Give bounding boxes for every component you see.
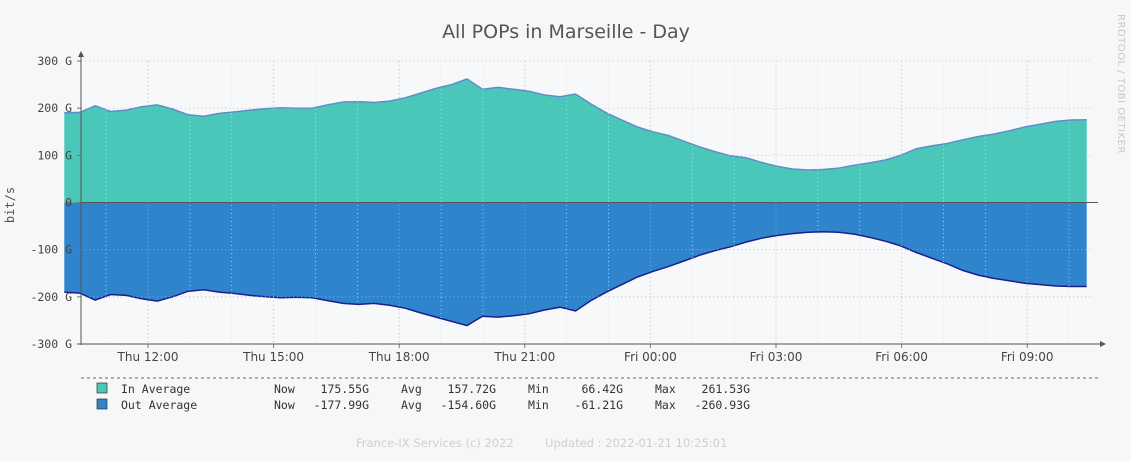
side-label: RRDTOOL / TOBI OETIKER [1115, 14, 1126, 154]
legend-min-label: Min [528, 398, 549, 412]
in-average-area [64, 78, 1087, 203]
in-average-line [64, 78, 1087, 171]
legend-avg-value: -154.60G [441, 398, 496, 412]
legend-avg-label: Avg [401, 382, 422, 396]
x-axis-arrow [1100, 341, 1106, 347]
x-tick-label: Thu 18:00 [368, 350, 430, 364]
footer-updated: Updated : 2022-01-21 10:25:01 [545, 436, 727, 450]
chart-title: All POPs in Marseille - Day [442, 21, 690, 43]
out-average-area [64, 202, 1087, 326]
y-tick-label: 0 [65, 196, 72, 210]
legend-avg-value: 157.72G [448, 382, 497, 396]
legend-swatch [96, 382, 108, 394]
x-tick-label: Fri 03:00 [750, 350, 803, 364]
y-axis-arrow [78, 51, 84, 57]
y-tick-label: 300 G [37, 54, 72, 68]
y-tick-label: 200 G [37, 101, 72, 115]
legend-swatch [96, 398, 108, 410]
legend-max-value: -260.93G [695, 398, 750, 412]
legend-min-value: -61.21G [575, 398, 624, 412]
legend-max-value: 261.53G [702, 382, 751, 396]
legend-now-label: Now [274, 382, 295, 396]
legend-max-label: Max [655, 382, 676, 396]
out-average-line [64, 230, 1087, 327]
legend-max-label: Max [655, 398, 676, 412]
legend-series-name: Out Average [121, 398, 197, 412]
legend-avg-label: Avg [401, 398, 422, 412]
footer-copyright: France-IX Services (c) 2022 [356, 436, 514, 450]
y-tick-label: -300 G [30, 337, 72, 351]
legend-min-value: 66.42G [581, 382, 623, 396]
legend-now-label: Now [274, 398, 295, 412]
x-tick-label: Fri 00:00 [624, 350, 677, 364]
x-tick-label: Fri 06:00 [875, 350, 928, 364]
y-tick-label: -100 G [30, 243, 72, 257]
y-axis-label: bit/s [3, 187, 17, 223]
x-tick-label: Fri 09:00 [1001, 350, 1054, 364]
y-tick-label: -200 G [30, 290, 72, 304]
legend-now-value: -177.99G [314, 398, 369, 412]
x-tick-label: Thu 21:00 [493, 350, 555, 364]
legend-now-value: 175.55G [321, 382, 370, 396]
x-tick-label: Thu 15:00 [242, 350, 304, 364]
legend-series-name: In Average [121, 382, 190, 396]
x-tick-label: Thu 12:00 [117, 350, 179, 364]
y-tick-label: 100 G [37, 148, 72, 162]
legend-min-label: Min [528, 382, 549, 396]
